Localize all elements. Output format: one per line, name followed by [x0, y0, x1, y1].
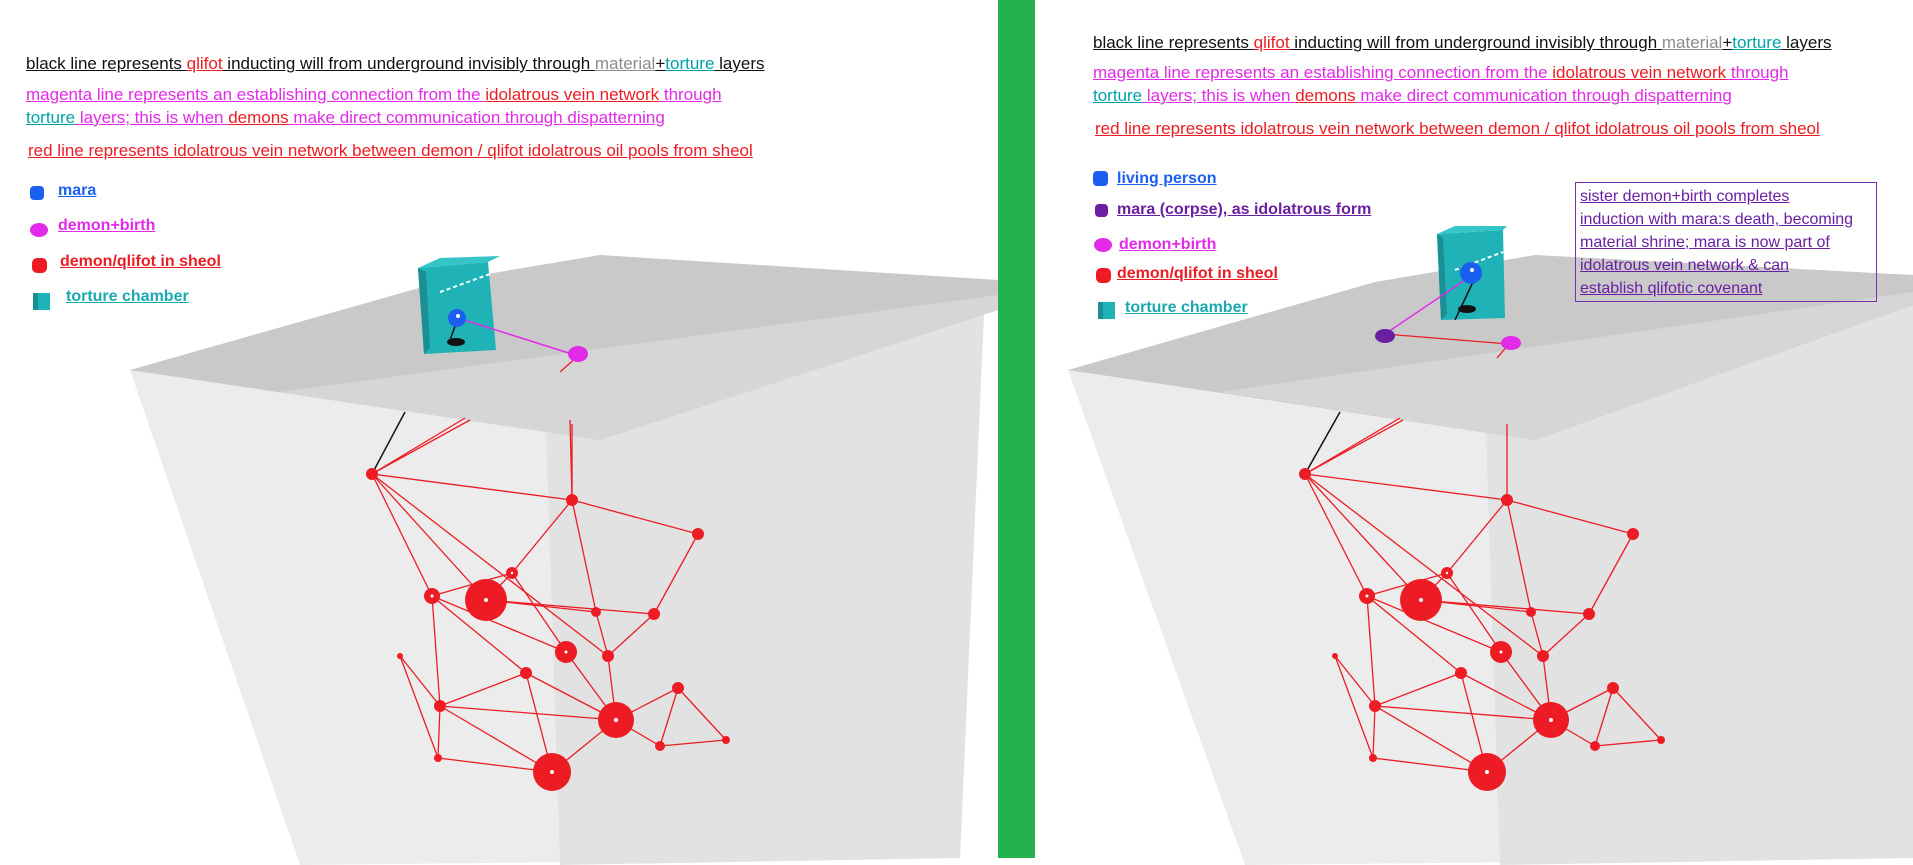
callout-line: material shrine; mara is now part of: [1580, 234, 1830, 251]
magenta-connection-line: [1384, 275, 1472, 335]
callout-box: sister demon+birth completes induction w…: [1575, 182, 1877, 302]
underground-side-shade: [545, 290, 985, 865]
note-text: make direct communication through dispat…: [288, 108, 665, 127]
note-text: black line represents: [26, 54, 187, 73]
magenta-connection-line: [457, 317, 579, 357]
note-text: red line represents idolatrous vein netw…: [1095, 119, 1820, 138]
note-text: layers; this is when: [1142, 86, 1296, 105]
panel-divider: [998, 0, 1035, 858]
note-text: inducting will from underground invisibl…: [222, 54, 595, 73]
note-text: make direct communication through dispat…: [1355, 86, 1732, 105]
note-text: inducting will from underground invisibl…: [1289, 33, 1662, 52]
legend-sheol-icon: [32, 258, 47, 273]
note-black-line: black line represents qlifot inducting w…: [1093, 31, 1832, 54]
legend-person-icon: [1093, 171, 1108, 186]
mara-figure: [448, 309, 466, 327]
legend-mara-label: mara: [58, 182, 97, 199]
note-text: material: [1661, 33, 1723, 52]
black-induction-line: [371, 411, 406, 475]
legend-mara-icon: [30, 186, 44, 200]
legend-demon-birth-icon: [30, 223, 48, 237]
person-shadow: [1458, 305, 1476, 313]
note-text: magenta line represents an establishing …: [1093, 63, 1553, 82]
note-red-line: red line represents idolatrous vein netw…: [1095, 117, 1820, 140]
note-text: material: [594, 54, 656, 73]
note-text: magenta line represents an establishing …: [26, 85, 486, 104]
callout-line: sister demon+birth completes: [1580, 188, 1790, 205]
note-text: through: [1726, 63, 1789, 82]
callout-line: idolatrous vein network & can: [1580, 257, 1789, 274]
legend-demon-birth-icon: [1094, 238, 1112, 252]
callout-line: induction with mara:s death, becoming: [1580, 211, 1854, 228]
note-text: +: [1722, 33, 1733, 52]
note-text: through: [659, 85, 722, 104]
mara-shadow: [447, 338, 465, 346]
note-text: layers: [714, 54, 765, 73]
note-text: +: [655, 54, 666, 73]
surface-plane-light: [280, 295, 998, 440]
legend-mara-corpse-label: mara (corpse), as idolatrous form: [1117, 201, 1372, 218]
note-text: black line represents: [1093, 33, 1254, 52]
torture-chamber-box: [418, 256, 500, 354]
legend-torture-chamber-label: torture chamber: [1125, 299, 1248, 316]
note-magenta-line: magenta line represents an establishing …: [26, 83, 722, 129]
note-text: demons: [1295, 86, 1356, 105]
legend-sheol-label: demon/qlifot in sheol: [1117, 265, 1278, 282]
legend-demon-birth-label: demon+birth: [58, 217, 156, 234]
legend-torture-chamber-icon: [1098, 302, 1115, 319]
demon-birth-figure: [568, 346, 588, 362]
note-text: qlifot: [186, 54, 223, 73]
mara-corpse-figure: [1375, 329, 1395, 343]
black-induction-line: [1304, 411, 1341, 475]
callout-line: establish qlifotic covenant: [1580, 280, 1763, 297]
note-text: torture: [26, 108, 76, 127]
note-text: qlifot: [1253, 33, 1290, 52]
note-text: torture: [1732, 33, 1782, 52]
legend-mara-corpse-icon: [1095, 204, 1108, 217]
left-scene: [30, 186, 998, 865]
underground-side-shade: [1485, 292, 1913, 865]
note-magenta-line: magenta line represents an establishing …: [1093, 61, 1789, 107]
note-text: torture: [665, 54, 715, 73]
legend-demon-birth-label: demon+birth: [1119, 236, 1217, 253]
legend-sheol-icon: [1096, 268, 1111, 283]
note-red-line: red line represents idolatrous vein netw…: [28, 139, 753, 162]
left-panel: black line represents qlifot inducting w…: [26, 52, 998, 865]
note-black-line: black line represents qlifot inducting w…: [26, 52, 765, 75]
legend-torture-chamber-label: torture chamber: [66, 288, 189, 305]
right-panel: black line represents qlifot inducting w…: [1035, 0, 1913, 865]
note-text: idolatrous vein network: [1552, 63, 1727, 82]
note-text: layers; this is when: [75, 108, 229, 127]
note-text: idolatrous vein network: [485, 85, 660, 104]
note-text: demons: [228, 108, 289, 127]
right-scene: [1068, 171, 1913, 865]
note-text: red line represents idolatrous vein netw…: [28, 141, 753, 160]
note-text: layers: [1781, 33, 1832, 52]
legend-person-label: living person: [1117, 170, 1217, 187]
legend-torture-chamber-icon: [33, 293, 50, 310]
legend-sheol-label: demon/qlifot in sheol: [60, 253, 221, 270]
note-text: torture: [1093, 86, 1143, 105]
demon-birth-figure: [1501, 336, 1521, 350]
living-person-figure: [1460, 262, 1482, 284]
surface-plane-light: [1220, 292, 1913, 440]
